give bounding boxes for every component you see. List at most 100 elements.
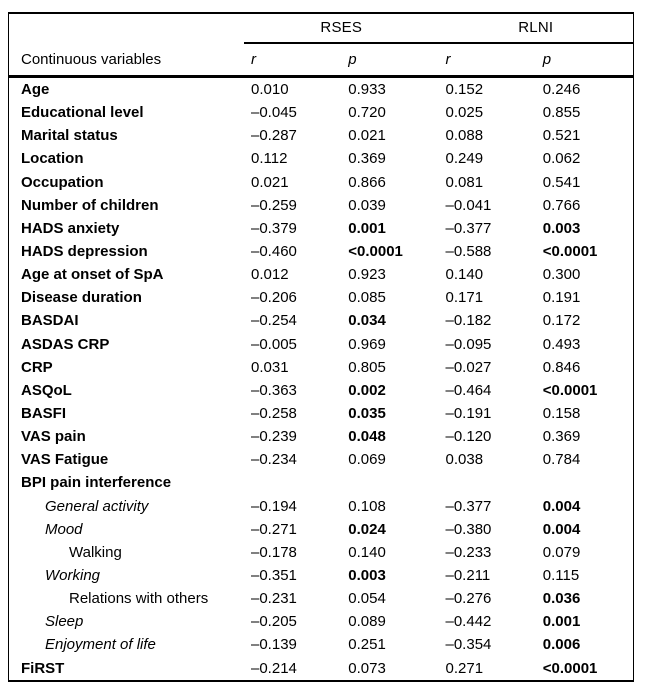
- cell-rses-p: 0.933: [348, 81, 386, 99]
- cell-rlni-r: 0.081: [445, 173, 484, 191]
- row-label: Location: [21, 150, 84, 168]
- cell-rses-p: 0.251: [348, 636, 386, 654]
- table-row: Working –0.351 0.003 –0.211 0.115: [9, 564, 633, 587]
- cell-rses-p: 0.039: [348, 196, 386, 214]
- col-head-rlni-r: r: [445, 51, 451, 68]
- row-label: Age at onset of SpA: [21, 266, 164, 284]
- cell-rlni-r: –0.442: [445, 613, 492, 631]
- col-group-rses: RSES: [320, 18, 363, 36]
- cell-rlni-r: –0.120: [445, 428, 492, 446]
- row-label: Walking: [69, 543, 122, 561]
- col-head-rlni-p: p: [542, 51, 552, 68]
- row-label: Number of children: [21, 196, 159, 214]
- cell-rlni-r: –0.191: [445, 405, 492, 423]
- table-row: VAS pain –0.239 0.048 –0.120 0.369: [9, 425, 633, 448]
- cell-rses-p: 0.034: [348, 312, 386, 330]
- row-label: General activity: [45, 497, 149, 515]
- cell-rlni-p: 0.191: [542, 289, 581, 307]
- column-groups: RSES RLNI: [244, 14, 633, 44]
- cell-rses-p: 0.024: [348, 520, 386, 538]
- table-row: Sleep –0.205 0.089 –0.442 0.001: [9, 610, 633, 633]
- row-label: Occupation: [21, 173, 104, 191]
- cell-rlni-r: 0.140: [445, 266, 484, 284]
- cell-rlni-p: 0.846: [542, 358, 581, 376]
- cell-rlni-p: 0.855: [542, 104, 581, 122]
- table-row: Occupation 0.021 0.866 0.081 0.541: [9, 171, 633, 194]
- table-row: ASDAS CRP –0.005 0.969 –0.095 0.493: [9, 333, 633, 356]
- cell-rses-p: 0.866: [348, 173, 386, 191]
- table-row: HADS anxiety –0.379 0.001 –0.377 0.003: [9, 217, 633, 240]
- cell-rses-r: –0.254: [251, 312, 297, 330]
- cell-rses-p: 0.048: [348, 428, 386, 446]
- table-row: Relations with others –0.231 0.054 –0.27…: [9, 587, 633, 610]
- cell-rlni-p: 0.784: [542, 451, 581, 469]
- cell-rlni-r: 0.025: [445, 104, 484, 122]
- table-row: Age 0.010 0.933 0.152 0.246: [9, 78, 633, 101]
- cell-rses-p: 0.369: [348, 150, 386, 168]
- cell-rses-r: –0.205: [251, 613, 297, 631]
- table-row: Disease duration –0.206 0.085 0.171 0.19…: [9, 286, 633, 309]
- table-row: BASDAI –0.254 0.034 –0.182 0.172: [9, 309, 633, 332]
- table-row: HADS depression –0.460 <0.0001 –0.588 <0…: [9, 240, 633, 263]
- cell-rlni-p: 0.079: [542, 543, 581, 561]
- row-label: ASQoL: [21, 381, 72, 399]
- cell-rlni-r: 0.271: [445, 659, 484, 677]
- cell-rlni-r: 0.249: [445, 150, 484, 168]
- cell-rlni-p: <0.0001: [542, 659, 598, 677]
- row-label: Sleep: [45, 613, 84, 631]
- row-label: CRP: [21, 358, 53, 376]
- col-group-rlni: RLNI: [518, 18, 554, 36]
- table-row: CRP 0.031 0.805 –0.027 0.846: [9, 356, 633, 379]
- row-label: VAS Fatigue: [21, 451, 109, 469]
- cell-rlni-r: 0.038: [445, 451, 484, 469]
- table-row: ASQoL –0.363 0.002 –0.464 <0.0001: [9, 379, 633, 402]
- row-label: FiRST: [21, 659, 65, 677]
- col-head-rses-p: p: [348, 51, 357, 68]
- cell-rses-p: 0.108: [348, 497, 386, 515]
- cell-rlni-p: 0.300: [542, 266, 581, 284]
- cell-rlni-p: 0.004: [542, 497, 581, 515]
- cell-rses-r: –0.379: [251, 219, 297, 237]
- row-label: ASDAS CRP: [21, 335, 110, 353]
- row-label: Working: [45, 567, 101, 585]
- cell-rlni-p: 0.158: [542, 405, 581, 423]
- cell-rses-r: –0.239: [251, 428, 297, 446]
- cell-rses-p: 0.003: [348, 567, 386, 585]
- cell-rses-r: –0.259: [251, 196, 297, 214]
- cell-rses-r: –0.231: [251, 590, 297, 608]
- row-label: Marital status: [21, 127, 118, 145]
- cell-rses-r: –0.005: [251, 335, 297, 353]
- cell-rses-r: –0.258: [251, 405, 297, 423]
- table-row: Mood –0.271 0.024 –0.380 0.004: [9, 518, 633, 541]
- cell-rses-r: –0.194: [251, 497, 297, 515]
- row-label: VAS pain: [21, 428, 86, 446]
- table-body: Age 0.010 0.933 0.152 0.246 Educational …: [9, 78, 633, 680]
- cell-rses-r: –0.139: [251, 636, 297, 654]
- table-row: Number of children –0.259 0.039 –0.041 0…: [9, 194, 633, 217]
- cell-rlni-r: –0.027: [445, 358, 492, 376]
- row-label: BASFI: [21, 405, 66, 423]
- cell-rlni-r: –0.276: [445, 590, 492, 608]
- stub-head: Continuous variables: [21, 51, 162, 68]
- cell-rlni-p: 0.115: [542, 567, 580, 585]
- cell-rses-p: 0.969: [348, 335, 386, 353]
- cell-rses-r: –0.234: [251, 451, 297, 469]
- cell-rses-p: 0.805: [348, 358, 386, 376]
- cell-rlni-r: 0.171: [445, 289, 484, 307]
- cell-rlni-r: –0.233: [445, 543, 492, 561]
- table-row: Marital status –0.287 0.021 0.088 0.521: [9, 124, 633, 147]
- cell-rlni-p: 0.036: [542, 590, 581, 608]
- table-row: VAS Fatigue –0.234 0.069 0.038 0.784: [9, 448, 633, 471]
- cell-rlni-r: –0.377: [445, 497, 492, 515]
- cell-rlni-p: 0.006: [542, 636, 581, 654]
- row-label: HADS anxiety: [21, 219, 120, 237]
- correlation-table: RSES RLNI Continuous variables r p r p A…: [8, 12, 634, 682]
- row-label: HADS depression: [21, 243, 148, 261]
- cell-rlni-r: –0.095: [445, 335, 492, 353]
- table-row: BASFI –0.258 0.035 –0.191 0.158: [9, 402, 633, 425]
- cell-rses-p: <0.0001: [348, 243, 403, 261]
- row-label: Age: [21, 81, 50, 99]
- col-head-rses-r: r: [251, 51, 256, 68]
- cell-rlni-p: 0.521: [542, 127, 581, 145]
- cell-rses-r: 0.112: [251, 150, 288, 168]
